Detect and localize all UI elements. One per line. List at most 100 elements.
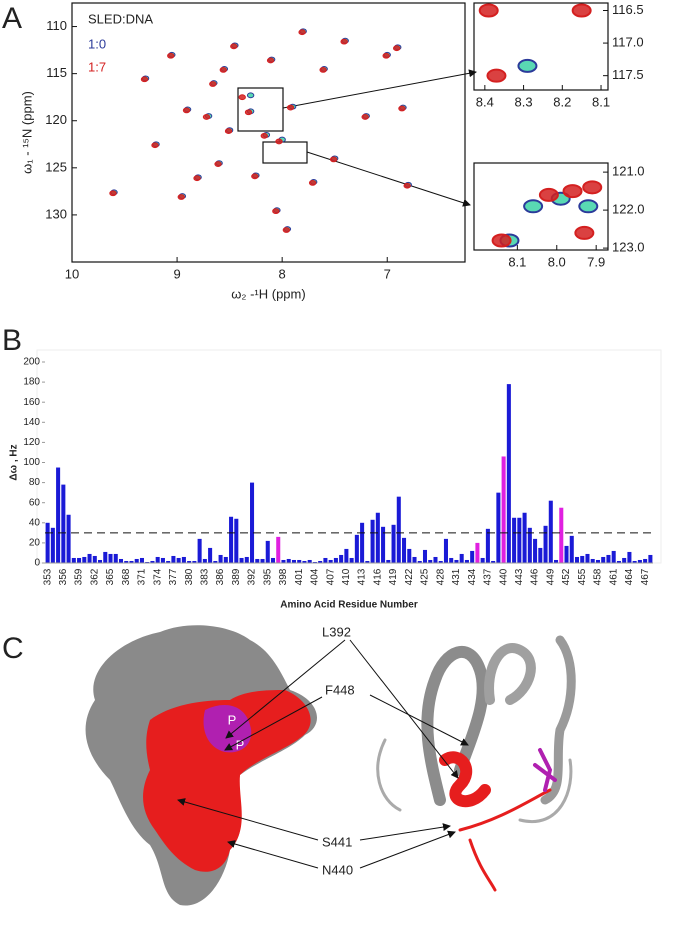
peak	[224, 128, 233, 134]
x-tick-label: 353	[42, 568, 53, 585]
bar	[108, 553, 113, 563]
bar	[543, 525, 548, 563]
bar	[113, 553, 118, 563]
x-tick-label: 458	[593, 568, 604, 585]
bar	[360, 522, 365, 563]
x-axis-label: ω₂ -¹H (ppm)	[231, 286, 305, 301]
zoom-arrow	[282, 69, 477, 109]
peak	[202, 114, 211, 120]
y-tick-label: 200	[23, 357, 40, 368]
peak	[523, 199, 544, 214]
bar	[160, 557, 165, 563]
peak	[182, 107, 191, 114]
bar	[428, 559, 433, 563]
bar	[480, 557, 485, 563]
peak	[219, 66, 228, 73]
legend-entry: 1:0	[88, 36, 106, 51]
bar	[61, 484, 66, 563]
peak	[140, 76, 149, 83]
x-tick-label: 434	[467, 568, 478, 585]
y-tick-label: 117.5	[612, 67, 644, 82]
panel-label: C	[2, 632, 24, 665]
x-tick-label: 8.1	[592, 94, 610, 109]
x-tick-label: 374	[152, 568, 163, 585]
bar	[239, 557, 244, 563]
x-tick-label: 437	[483, 568, 494, 585]
peak	[478, 3, 499, 18]
peak	[282, 227, 291, 233]
x-tick-label: 9	[173, 266, 180, 281]
bar	[433, 556, 438, 563]
y-tick-label: 80	[29, 477, 41, 488]
bar	[533, 538, 538, 563]
peak	[340, 38, 348, 45]
bar	[56, 467, 61, 563]
peak	[319, 66, 327, 73]
bar	[87, 553, 92, 563]
bar	[260, 558, 265, 563]
y-tick-label: 121.0	[612, 164, 645, 179]
x-tick-label: 464	[624, 568, 635, 585]
bar	[281, 559, 286, 563]
bar	[606, 554, 611, 563]
peak	[244, 109, 253, 116]
bar	[464, 559, 469, 563]
x-tick-label: 401	[294, 568, 305, 585]
x-tick-label: 404	[310, 568, 321, 585]
bar	[223, 556, 228, 563]
bar	[134, 558, 139, 563]
y-tick-label: 60	[29, 497, 41, 508]
bar	[124, 560, 129, 563]
bar	[98, 559, 103, 563]
x-tick-label: 380	[184, 568, 195, 585]
x-tick-label: 362	[89, 568, 100, 585]
x-tick-label: 455	[577, 568, 588, 585]
bar	[354, 534, 359, 563]
bar	[192, 560, 197, 563]
bar	[66, 514, 71, 563]
bar	[559, 507, 564, 563]
bar	[176, 557, 181, 563]
peak	[574, 225, 595, 240]
y-tick-label: 120	[23, 437, 40, 448]
peak	[177, 194, 185, 200]
x-tick-label: 431	[451, 568, 462, 585]
peak	[382, 52, 390, 59]
bar	[139, 557, 144, 563]
zoom-box	[237, 87, 284, 132]
bar	[501, 456, 506, 563]
peak	[238, 94, 246, 101]
bar	[150, 560, 155, 563]
x-tick-label: 8.3	[515, 94, 533, 109]
y-tick-label: 0	[34, 558, 40, 569]
peak	[392, 45, 401, 52]
x-tick-label: 365	[105, 568, 116, 585]
bar	[402, 537, 407, 563]
plot-frame	[36, 349, 662, 564]
peak	[582, 180, 603, 195]
bar	[328, 559, 333, 563]
bar	[491, 560, 496, 563]
plot-frame	[473, 2, 609, 91]
y-tick-label: 160	[23, 397, 40, 408]
peak	[538, 187, 559, 202]
y-tick-label: 123.0	[612, 240, 645, 255]
bar	[512, 517, 517, 563]
peak	[562, 184, 583, 199]
x-tick-label: 452	[561, 568, 572, 585]
peak	[272, 208, 280, 215]
peak	[209, 81, 217, 87]
bar	[574, 556, 580, 563]
bar	[522, 512, 527, 563]
bar	[202, 558, 207, 563]
ribbon-structure	[376, 635, 576, 892]
y-axis-label: ω₁ - ¹⁵N (ppm)	[19, 91, 34, 174]
x-tick-label: 395	[262, 568, 273, 585]
bar	[643, 558, 648, 563]
bar	[50, 527, 55, 563]
y-tick-label: 117.0	[612, 35, 644, 50]
bar	[485, 528, 490, 563]
